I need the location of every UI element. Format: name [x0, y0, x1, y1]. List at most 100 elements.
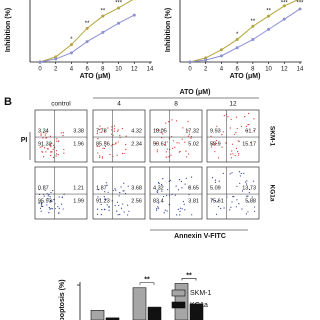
event-dot [98, 145, 100, 148]
event-dot [158, 129, 160, 131]
event-dot [105, 141, 107, 143]
event-dot [214, 179, 217, 181]
flow-plot-frame [206, 166, 260, 220]
event-dot [41, 145, 43, 148]
y-axis-label: Inhibition (%) [165, 8, 172, 52]
y-axis-label: PI [21, 137, 28, 144]
flow-plot-frame [92, 109, 146, 163]
data-point [188, 60, 192, 64]
event-dot [155, 209, 158, 211]
event-dot [113, 128, 116, 130]
event-dot [238, 203, 240, 205]
event-dot [230, 118, 232, 120]
event-dot [168, 156, 170, 158]
event-dot [231, 143, 234, 145]
data-point [267, 27, 271, 31]
event-dot [107, 127, 109, 129]
event-dot [217, 206, 220, 208]
event-dot [223, 114, 225, 117]
data-point [219, 48, 223, 52]
data-point [85, 26, 89, 30]
event-dot [227, 116, 229, 118]
event-dot [245, 125, 247, 127]
event-dot [119, 213, 121, 216]
event-dot [240, 125, 243, 127]
event-dot [45, 151, 47, 153]
event-dot [211, 177, 214, 179]
event-dot [210, 135, 212, 137]
event-dot [97, 138, 99, 140]
event-dot [103, 130, 106, 132]
quadrant-value: 85.56 [96, 141, 110, 147]
event-dot [55, 155, 57, 157]
event-dot [157, 207, 160, 209]
event-dot [97, 189, 99, 191]
event-dot [215, 139, 218, 142]
event-dot [183, 203, 185, 205]
event-dot [125, 135, 127, 137]
x-tick-label: 12 [131, 67, 138, 73]
event-dot [225, 142, 227, 144]
quadrant-value: 58.9 [210, 141, 221, 147]
data-point [54, 57, 58, 61]
event-dot [162, 178, 164, 180]
event-dot [247, 195, 249, 197]
x-axis-label: ATO (μM) [80, 73, 111, 80]
x-tick-label: 14 [297, 67, 304, 73]
event-dot [157, 181, 160, 184]
event-dot [50, 191, 52, 194]
event-dot [179, 210, 181, 212]
event-dot [187, 135, 190, 137]
event-dot [46, 148, 49, 150]
event-dot [50, 151, 52, 153]
event-dot [60, 203, 63, 205]
event-dot [179, 214, 181, 216]
event-dot [58, 212, 60, 214]
y-axis-label: Apoptosis (%) [59, 279, 66, 320]
event-dot [111, 200, 113, 202]
event-dot [184, 141, 186, 143]
event-dot [245, 183, 248, 185]
significance-mark: *** [115, 1, 123, 7]
event-dot [167, 189, 169, 191]
flow-plot-frame [34, 166, 88, 220]
event-dot [237, 150, 239, 153]
event-dot [181, 187, 183, 189]
quadrant-value: 3.81 [188, 198, 199, 204]
event-dot [57, 153, 59, 156]
event-dot [96, 133, 98, 135]
event-dot [108, 206, 111, 208]
event-dot [99, 125, 101, 127]
event-dot [182, 200, 184, 203]
event-dot [97, 152, 99, 154]
event-dot [49, 196, 51, 198]
event-dot [156, 208, 158, 210]
event-dot [241, 208, 243, 210]
event-dot [55, 150, 58, 152]
event-dot [123, 182, 125, 184]
event-dot [120, 207, 123, 209]
event-dot [158, 182, 160, 185]
event-dot [48, 212, 50, 214]
quadrant-value: 9.93 [210, 128, 221, 134]
event-dot [38, 188, 40, 191]
x-tick-label: 2 [54, 67, 58, 73]
data-point [282, 17, 286, 21]
y-axis-label: Inhibition (%) [5, 8, 12, 52]
event-dot [52, 148, 54, 151]
event-dot [229, 173, 231, 175]
event-dot [106, 204, 108, 206]
column-label: 4 [117, 101, 121, 108]
quadrant-value: 91.23 [96, 198, 110, 204]
event-dot [237, 140, 239, 142]
event-dot [218, 180, 220, 182]
event-dot [230, 153, 232, 155]
event-dot [248, 112, 250, 115]
significance-mark: * [70, 37, 73, 43]
event-dot [246, 195, 248, 197]
event-dot [117, 129, 119, 131]
event-dot [55, 153, 58, 155]
event-dot [117, 141, 119, 143]
event-dot [169, 179, 172, 181]
event-dot [56, 140, 58, 142]
